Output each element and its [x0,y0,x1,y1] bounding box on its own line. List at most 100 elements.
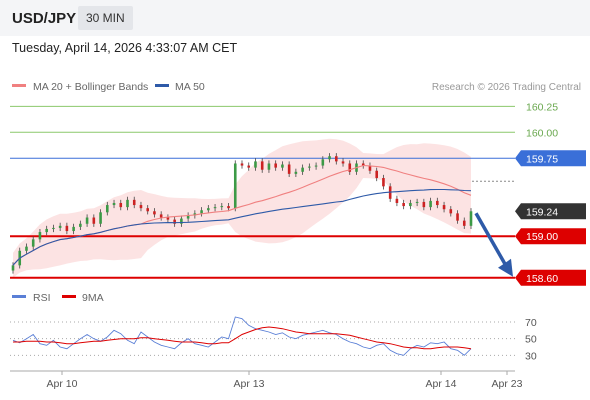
x-tick-label: Apr 13 [234,378,265,390]
candle-body [139,205,143,209]
candle-body [436,200,439,206]
candlesticks [11,153,473,274]
candle-body [334,156,338,162]
price-tag-159.75: 159.75 [526,153,558,165]
rsi-panel: 70 50 30 [10,316,537,362]
candle-body [442,205,446,210]
candle-body [45,228,48,233]
candle-body [105,205,109,213]
rsi-tick-50: 50 [525,334,537,346]
price-tag-bg [515,228,586,245]
candle-body [402,202,405,207]
price-tag-bg [515,269,586,286]
candle-body [361,163,365,166]
candle-body [267,163,271,170]
candle-body [240,163,244,166]
candle-body [294,171,298,174]
candle-body [153,211,156,215]
ma50-legend-label: MA 50 [175,81,205,93]
price-tag-160.25: 160.25 [526,101,558,113]
candle-body [341,161,345,164]
candle-body [146,208,150,212]
candle-body [38,232,42,240]
forecast-arrow-shaft [474,212,508,267]
bollinger-bands [13,138,471,278]
candle-body [159,214,163,218]
candle-body [254,161,257,168]
candle-body [186,215,190,219]
moving-averages [12,164,472,266]
candle-body [429,200,432,208]
candle-body [58,225,62,228]
price-tag-159.24: 159.24 [526,206,558,218]
ma50-legend-swatch [155,84,169,87]
candle-body [375,170,379,179]
candle-body [65,225,69,232]
candle-body [119,202,123,208]
x-axis: Apr 10 Apr 13 Apr 14 Apr 23 [47,371,523,390]
rsi-ma-line [13,326,472,350]
rsi-ma-legend-swatch [62,295,76,298]
rsi-line [12,316,472,356]
candle-body [227,206,230,209]
rsi-ma-legend-label: 9MA [82,292,104,304]
candle-body [328,156,331,160]
candle-body [409,202,412,207]
forecast-arrow-head [498,258,513,277]
candle-body [348,163,352,172]
x-tick-label: Apr 23 [492,378,523,390]
timestamp: Tuesday, April 14, 2026 4:33:07 AM CET [12,41,238,55]
candle-body [207,208,210,211]
candle-body [247,165,251,168]
price-tags: 160.25 160.00 159.75 159.24 159.00 158.60 [515,101,586,286]
candle-body [395,198,399,203]
price-tag-bg [515,203,586,220]
candle-body [52,227,55,229]
bollinger-band-area [13,138,471,278]
ma20-legend-swatch [12,84,26,87]
candle-body [213,207,217,209]
candle-body [132,199,136,206]
candle-body [260,161,264,170]
candle-body [274,163,277,168]
forecast-arrow [474,212,513,277]
candle-body [92,217,96,224]
candle-body [456,213,459,221]
ma20-legend-label: MA 20 + Bollinger Bands [33,81,148,93]
candle-body [314,165,318,167]
candle-body [233,163,237,209]
candle-body [308,166,311,168]
price-tag-159.00: 159.00 [526,231,558,243]
candle-body [166,217,170,220]
candle-body [449,209,453,214]
candle-body [126,199,129,208]
candle-body [469,211,473,226]
candle-body [72,226,75,232]
candle-body [79,223,82,227]
credit-text: Research © 2026 Trading Central [432,82,581,93]
rsi-legend-label: RSI [33,292,51,304]
candle-body [462,220,466,226]
price-tag-bg [515,150,586,167]
candle-body [382,178,385,187]
rsi-tick-70: 70 [525,317,537,329]
candle-body [301,167,304,172]
candle-body [173,219,176,224]
candle-body [200,210,203,214]
candle-body [11,265,15,271]
candle-body [287,164,291,174]
price-tag-160.00: 160.00 [526,127,558,139]
rsi-tick-30: 30 [525,350,537,362]
candle-body [321,159,325,166]
price-tag-158.60: 158.60 [526,273,558,285]
candle-body [422,201,426,208]
pair-title: USD/JPY [12,10,77,27]
candle-body [31,239,35,247]
x-tick-label: Apr 14 [426,378,457,390]
candle-body [99,212,102,224]
candle-body [281,164,284,168]
candle-body [85,217,89,224]
timeframe-badge[interactable]: 30 MIN [78,6,133,30]
candle-body [415,201,419,203]
